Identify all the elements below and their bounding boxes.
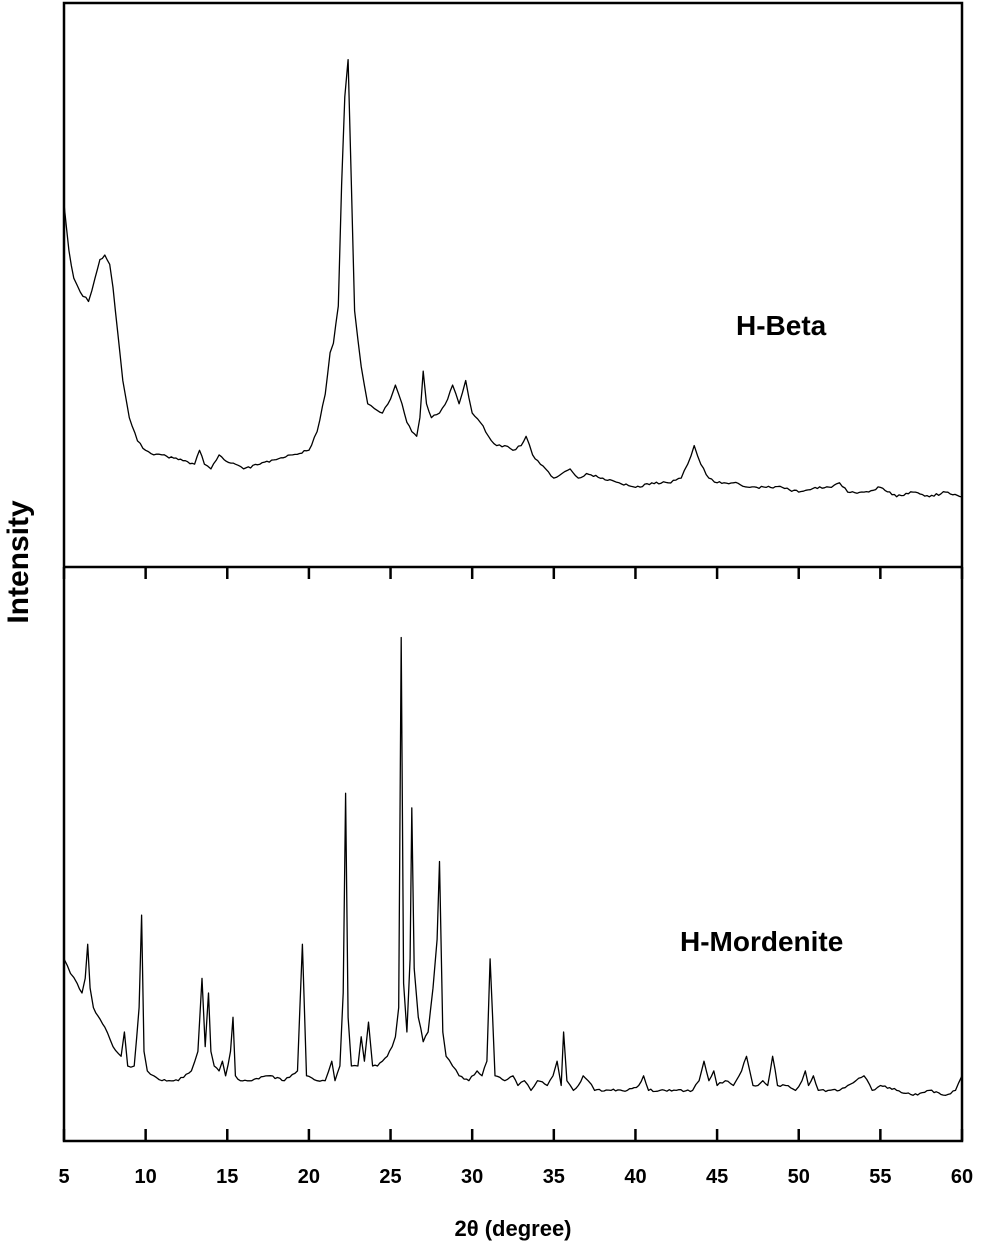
series-label-h-beta: H-Beta bbox=[736, 310, 827, 341]
x-tick-label: 55 bbox=[869, 1166, 891, 1188]
x-tick-label: 25 bbox=[379, 1166, 401, 1188]
x-axis-ticks bbox=[62, 567, 964, 1141]
x-tick-label: 50 bbox=[788, 1166, 810, 1188]
x-tick-label: 5 bbox=[58, 1166, 69, 1188]
panel-h-mordenite: H-Mordenite bbox=[63, 636, 963, 1096]
x-tick-label: 15 bbox=[216, 1166, 238, 1188]
x-tick-label: 40 bbox=[624, 1166, 646, 1188]
x-tick-label: 10 bbox=[135, 1166, 157, 1188]
series-line-h-beta bbox=[63, 58, 963, 498]
x-axis-label: 2θ (degree) bbox=[454, 1216, 571, 1241]
x-tick-label: 60 bbox=[951, 1166, 973, 1188]
x-tick-label: 45 bbox=[706, 1166, 728, 1188]
x-axis-tick-labels: 5 10 15 20 25 30 35 40 45 50 55 60 bbox=[58, 1166, 973, 1188]
series-line-h-mordenite bbox=[63, 636, 963, 1096]
panel-h-beta: H-Beta bbox=[63, 58, 963, 498]
x-tick-label: 35 bbox=[543, 1166, 565, 1188]
plot-frame bbox=[62, 1, 964, 1143]
x-tick-label: 30 bbox=[461, 1166, 483, 1188]
series-label-h-mordenite: H-Mordenite bbox=[680, 926, 843, 957]
y-axis-label: Intensity bbox=[2, 500, 35, 624]
x-tick-label: 20 bbox=[298, 1166, 320, 1188]
